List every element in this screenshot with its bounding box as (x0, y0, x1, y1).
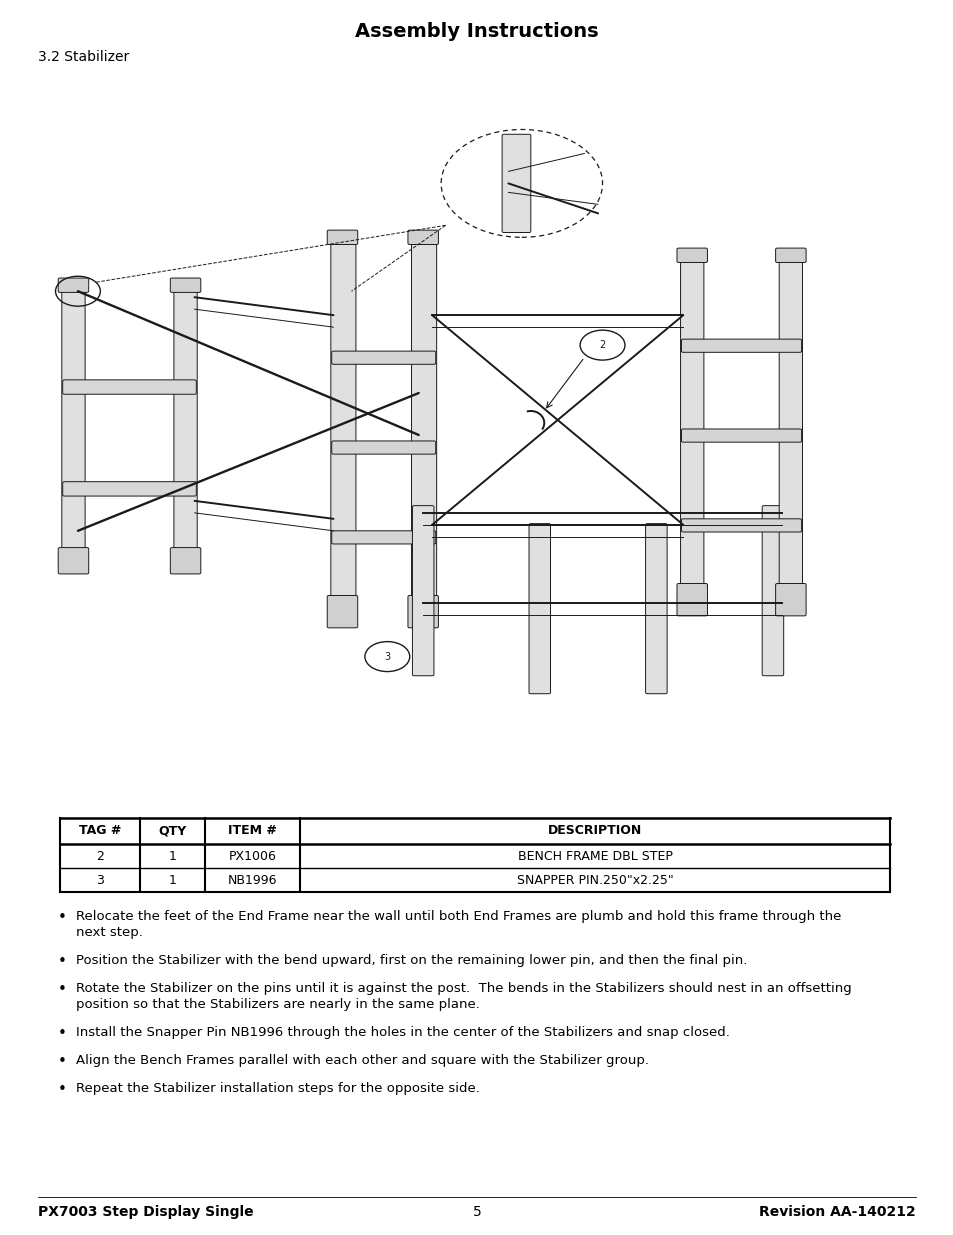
FancyBboxPatch shape (677, 583, 707, 616)
Text: position so that the Stabilizers are nearly in the same plane.: position so that the Stabilizers are nea… (76, 998, 479, 1011)
FancyBboxPatch shape (761, 505, 782, 676)
Text: •: • (58, 953, 67, 969)
Text: QTY: QTY (158, 825, 187, 837)
Text: PX7003 Step Display Single: PX7003 Step Display Single (38, 1205, 253, 1219)
Text: ITEM #: ITEM # (228, 825, 276, 837)
Text: Assembly Instructions: Assembly Instructions (355, 22, 598, 41)
Text: •: • (58, 1026, 67, 1041)
Text: Install the Snapper Pin NB1996 through the holes in the center of the Stabilizer: Install the Snapper Pin NB1996 through t… (76, 1026, 729, 1039)
Text: BENCH FRAME DBL STEP: BENCH FRAME DBL STEP (517, 850, 672, 862)
FancyBboxPatch shape (680, 519, 801, 532)
FancyBboxPatch shape (680, 429, 801, 442)
Text: TAG #: TAG # (79, 825, 121, 837)
FancyBboxPatch shape (332, 351, 436, 364)
Circle shape (440, 130, 602, 237)
FancyBboxPatch shape (775, 583, 805, 616)
FancyBboxPatch shape (171, 278, 200, 293)
FancyBboxPatch shape (63, 380, 196, 394)
FancyBboxPatch shape (171, 547, 200, 574)
FancyBboxPatch shape (680, 340, 801, 352)
FancyBboxPatch shape (327, 230, 357, 245)
FancyBboxPatch shape (331, 242, 355, 604)
Text: 3: 3 (384, 652, 390, 662)
Text: •: • (58, 982, 67, 997)
Text: •: • (58, 1053, 67, 1070)
FancyBboxPatch shape (411, 242, 436, 604)
FancyBboxPatch shape (408, 595, 438, 627)
Text: PX1006: PX1006 (229, 850, 276, 862)
Text: Revision AA-140212: Revision AA-140212 (759, 1205, 915, 1219)
FancyBboxPatch shape (58, 547, 89, 574)
Text: Align the Bench Frames parallel with each other and square with the Stabilizer g: Align the Bench Frames parallel with eac… (76, 1053, 648, 1067)
FancyBboxPatch shape (63, 482, 196, 496)
FancyBboxPatch shape (677, 248, 707, 263)
Text: 5: 5 (472, 1205, 481, 1219)
FancyBboxPatch shape (779, 259, 801, 593)
Text: 2: 2 (598, 340, 605, 350)
FancyBboxPatch shape (58, 278, 89, 293)
FancyBboxPatch shape (501, 135, 530, 232)
FancyBboxPatch shape (412, 505, 434, 676)
Text: DESCRIPTION: DESCRIPTION (547, 825, 641, 837)
Text: Relocate the feet of the End Frame near the wall until both End Frames are plumb: Relocate the feet of the End Frame near … (76, 910, 841, 923)
Text: next step.: next step. (76, 926, 143, 939)
FancyBboxPatch shape (332, 441, 436, 454)
Text: Rotate the Stabilizer on the pins until it is against the post.  The bends in th: Rotate the Stabilizer on the pins until … (76, 982, 851, 995)
FancyBboxPatch shape (679, 259, 703, 593)
FancyBboxPatch shape (62, 289, 85, 557)
FancyBboxPatch shape (408, 230, 438, 245)
FancyBboxPatch shape (775, 248, 805, 263)
Text: 1: 1 (169, 873, 176, 887)
FancyBboxPatch shape (529, 524, 550, 694)
FancyBboxPatch shape (327, 595, 357, 627)
Text: NB1996: NB1996 (228, 873, 277, 887)
FancyBboxPatch shape (332, 531, 436, 543)
Text: Position the Stabilizer with the bend upward, first on the remaining lower pin, : Position the Stabilizer with the bend up… (76, 953, 746, 967)
Text: 2: 2 (96, 850, 104, 862)
Text: Repeat the Stabilizer installation steps for the opposite side.: Repeat the Stabilizer installation steps… (76, 1082, 479, 1095)
Text: SNAPPER PIN.250"x2.25": SNAPPER PIN.250"x2.25" (517, 873, 673, 887)
FancyBboxPatch shape (173, 289, 197, 557)
Text: 1: 1 (169, 850, 176, 862)
Text: •: • (58, 1082, 67, 1097)
Text: 3: 3 (96, 873, 104, 887)
FancyBboxPatch shape (645, 524, 666, 694)
Text: 3.2 Stabilizer: 3.2 Stabilizer (38, 49, 129, 64)
Text: •: • (58, 910, 67, 925)
